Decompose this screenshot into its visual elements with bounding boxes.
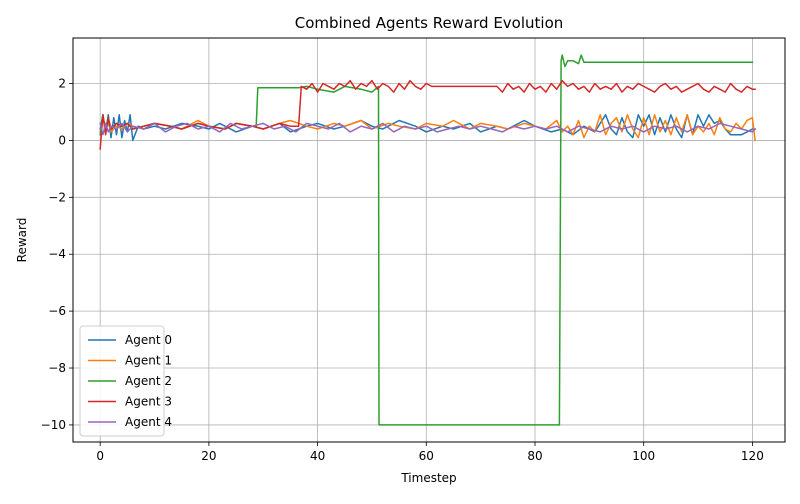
y-tick-label: 2 bbox=[58, 77, 66, 91]
y-tick-label: −4 bbox=[48, 247, 66, 261]
x-tick-label: 80 bbox=[527, 449, 542, 463]
y-tick-label: 0 bbox=[58, 133, 66, 147]
legend-entry-label: Agent 3 bbox=[125, 395, 172, 409]
legend-entry-label: Agent 0 bbox=[125, 333, 172, 347]
series-line-agent-4 bbox=[99, 122, 757, 136]
x-tick-label: 0 bbox=[96, 449, 104, 463]
chart-title: Combined Agents Reward Evolution bbox=[295, 14, 564, 32]
legend: Agent 0 Agent 1 Agent 2 Agent 3 Agent 4 bbox=[79, 325, 172, 437]
grid-lines bbox=[73, 38, 785, 442]
y-tick-label: −8 bbox=[48, 361, 66, 375]
y-tick-label: −6 bbox=[48, 304, 66, 318]
legend-box bbox=[79, 325, 165, 437]
y-tick-label: −2 bbox=[48, 190, 66, 204]
x-tick-label: 20 bbox=[201, 449, 216, 463]
plot-frame bbox=[72, 37, 786, 443]
x-tick-label: 120 bbox=[741, 449, 764, 463]
x-tick-label: 60 bbox=[419, 449, 434, 463]
series-line-agent-3 bbox=[99, 79, 756, 150]
x-axis-ticks: 0 20 40 60 80 100 120 bbox=[96, 442, 764, 463]
legend-entry-label: Agent 1 bbox=[125, 354, 172, 368]
y-axis-ticks: 2 0 −2 −4 −6 −8 −10 bbox=[41, 77, 73, 432]
legend-entry-label: Agent 2 bbox=[125, 374, 172, 388]
x-tick-label: 40 bbox=[310, 449, 325, 463]
x-tick-label: 100 bbox=[632, 449, 655, 463]
y-axis-label: Reward bbox=[15, 218, 29, 263]
x-axis-label: Timestep bbox=[400, 471, 456, 485]
series-lines bbox=[99, 54, 757, 426]
legend-entry-label: Agent 4 bbox=[125, 415, 172, 429]
y-tick-label: −10 bbox=[41, 418, 66, 432]
